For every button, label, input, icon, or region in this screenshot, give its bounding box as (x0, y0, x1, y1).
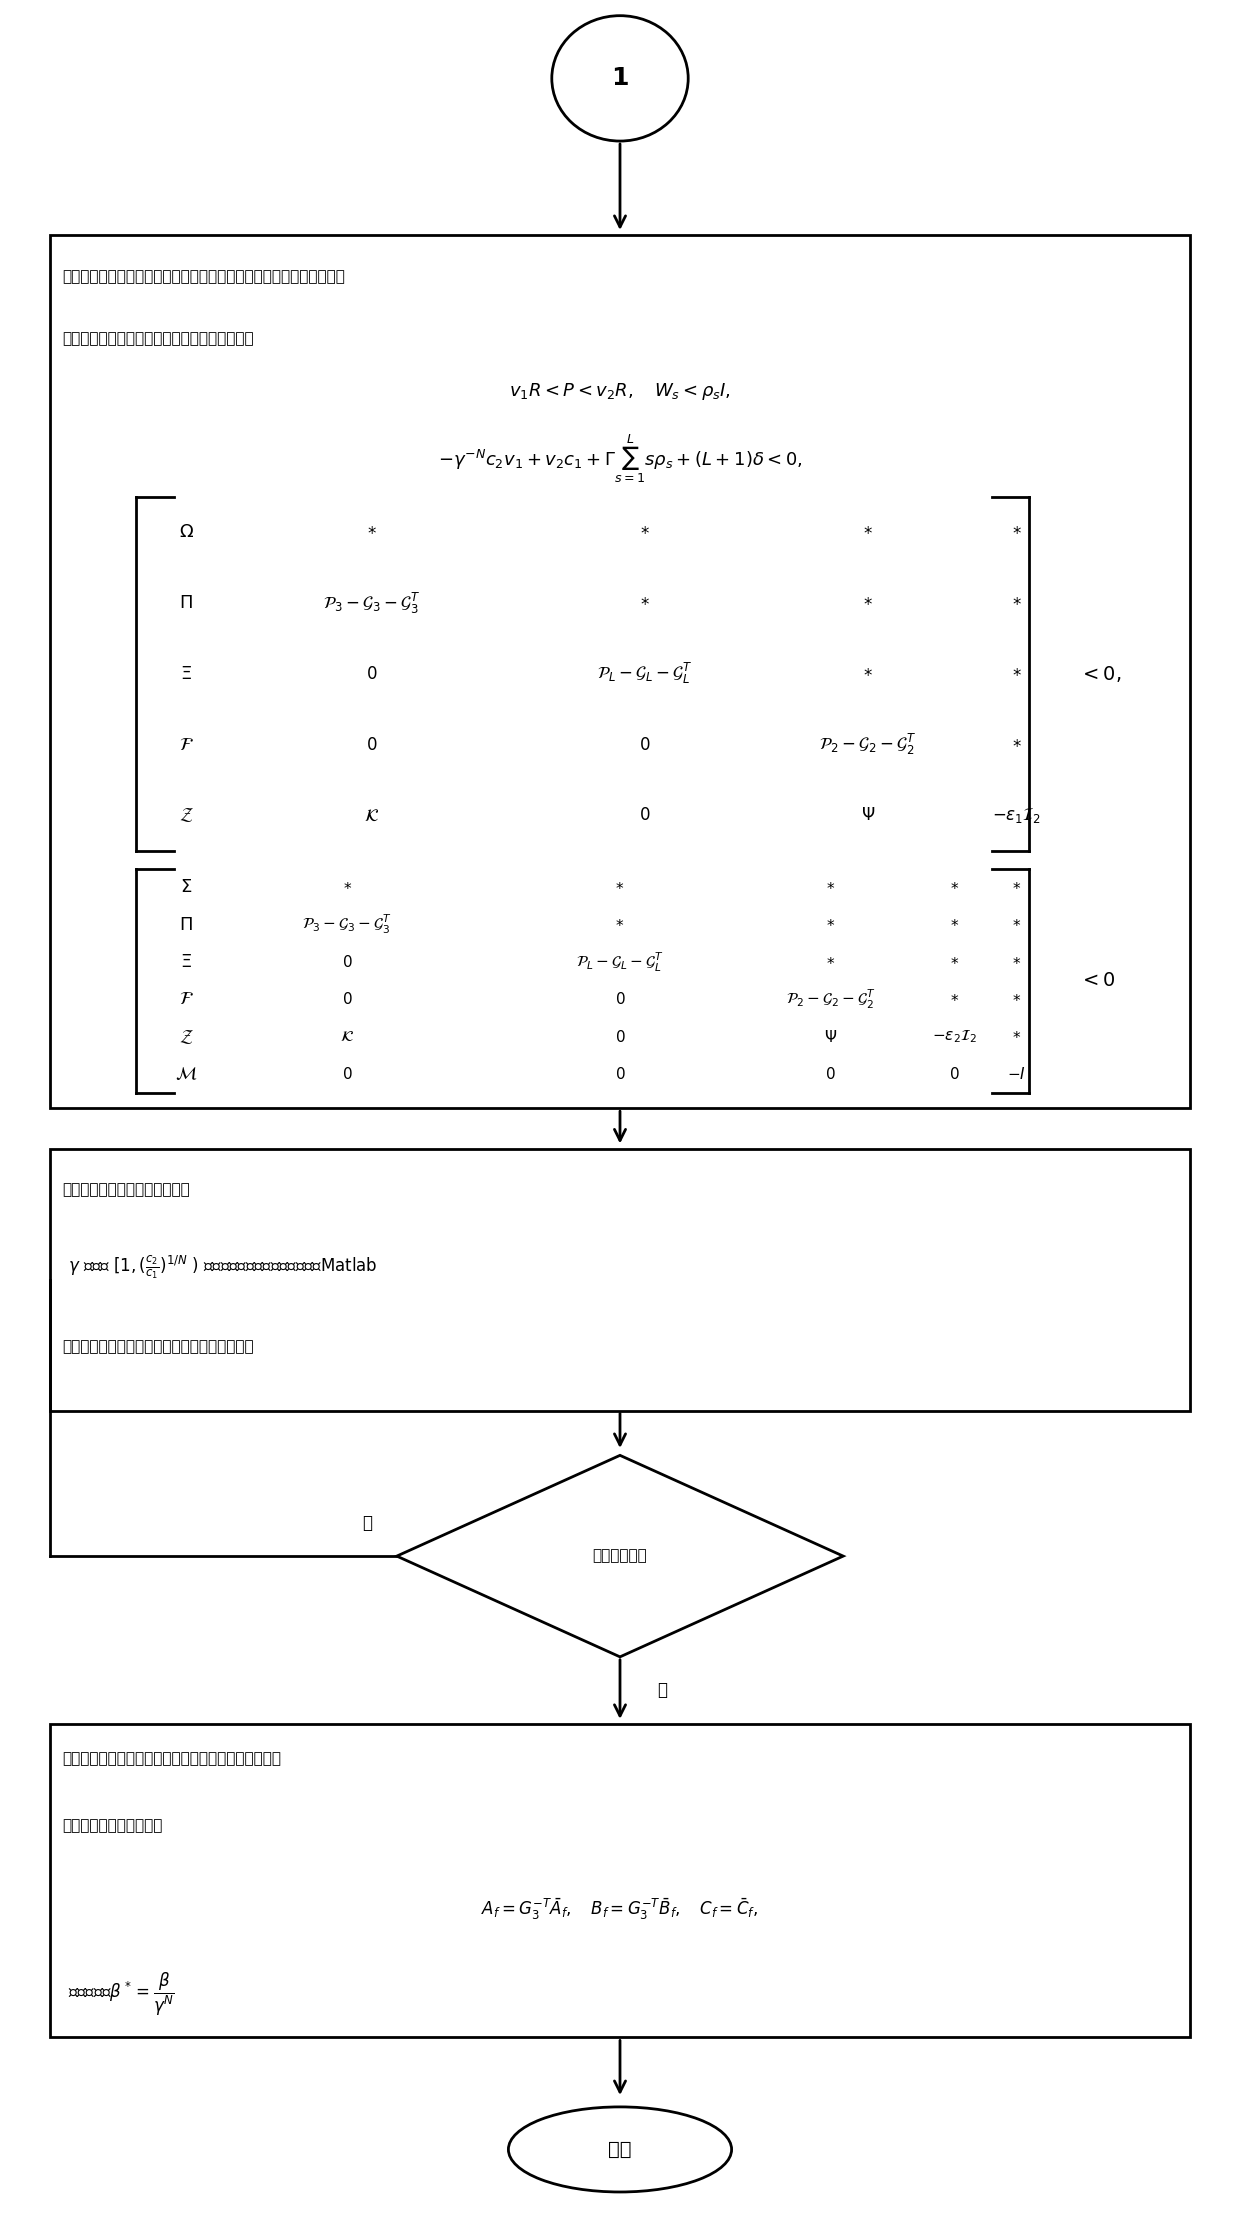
Text: $\Xi$: $\Xi$ (180, 954, 192, 972)
Text: 存在滤波器使得滤波误差系统有限时间随机有界和指数: 存在滤波器使得滤波误差系统有限时间随机有界和指数 (62, 1751, 281, 1767)
Text: 耗散，且滤波器参数为：: 耗散，且滤波器参数为： (62, 1818, 162, 1834)
Text: $*$: $*$ (950, 954, 960, 969)
Text: $< 0,$: $< 0,$ (1079, 665, 1121, 683)
Text: $\mathcal{P}_2 - \mathcal{G}_2 - \mathcal{G}_2^T$: $\mathcal{P}_2 - \mathcal{G}_2 - \mathca… (820, 732, 916, 757)
Text: $*$: $*$ (615, 880, 625, 896)
Text: $*$: $*$ (1012, 1030, 1022, 1043)
Text: $0$: $0$ (615, 1028, 625, 1046)
Text: $\Pi$: $\Pi$ (179, 593, 193, 611)
Text: $\mathcal{M}$: $\mathcal{M}$ (175, 1066, 197, 1084)
Text: $*$: $*$ (1012, 880, 1022, 896)
Text: 结束: 结束 (609, 2140, 631, 2158)
Text: $-\varepsilon_2 \mathcal{I}_2$: $-\varepsilon_2 \mathcal{I}_2$ (932, 1028, 977, 1046)
Text: $*$: $*$ (1012, 918, 1022, 931)
Text: 1: 1 (611, 67, 629, 90)
Text: $*$: $*$ (863, 665, 873, 683)
Ellipse shape (552, 16, 688, 141)
Text: $\gamma$ 在区间 $[1, (\frac{c_2}{c_1})^{1/N}$ ) 以固定的步长进行搜索，并借助Matlab: $\gamma$ 在区间 $[1, (\frac{c_2}{c_1})^{1/N… (68, 1254, 378, 1281)
Text: $\mathcal{F}$: $\mathcal{F}$ (179, 990, 193, 1008)
Text: $< 0$: $< 0$ (1079, 972, 1116, 990)
Text: $*$: $*$ (826, 918, 836, 931)
Text: 耗散率为：$\beta^* = \dfrac{\beta}{\gamma^N}$: 耗散率为：$\beta^* = \dfrac{\beta}{\gamma^N}$ (68, 1970, 175, 2017)
Text: $\mathcal{F}$: $\mathcal{F}$ (179, 737, 193, 755)
Text: $0$: $0$ (366, 737, 378, 755)
Text: $*$: $*$ (640, 593, 650, 611)
Text: $\mathcal{P}_3 - \mathcal{G}_3 - \mathcal{G}_3^T$: $\mathcal{P}_3 - \mathcal{G}_3 - \mathca… (324, 591, 420, 616)
Text: $\mathcal{K}$: $\mathcal{K}$ (365, 806, 379, 824)
Text: $\Xi$: $\Xi$ (180, 665, 192, 683)
Text: $*$: $*$ (1012, 524, 1022, 542)
Text: $0$: $0$ (342, 1066, 352, 1081)
FancyBboxPatch shape (50, 235, 1190, 1108)
Text: $\mathcal{P}_L - \mathcal{G}_L - \mathcal{G}_L^T$: $\mathcal{P}_L - \mathcal{G}_L - \mathca… (577, 949, 663, 974)
Text: 求解上述矩阵不等式充分条件：: 求解上述矩阵不等式充分条件： (62, 1182, 190, 1198)
Text: $*$: $*$ (1012, 954, 1022, 969)
Text: 否: 否 (362, 1514, 372, 1531)
FancyBboxPatch shape (50, 1149, 1190, 1411)
Text: $\mathcal{P}_L - \mathcal{G}_L - \mathcal{G}_L^T$: $\mathcal{P}_L - \mathcal{G}_L - \mathca… (596, 661, 693, 687)
Text: $\Sigma$: $\Sigma$ (180, 878, 192, 896)
Polygon shape (397, 1455, 843, 1657)
Text: $*$: $*$ (1012, 737, 1022, 755)
Text: $*$: $*$ (826, 880, 836, 896)
Ellipse shape (508, 2107, 732, 2192)
Text: $0$: $0$ (342, 992, 352, 1008)
Text: $*$: $*$ (950, 918, 960, 931)
Text: $*$: $*$ (863, 593, 873, 611)
Text: $v_1 R < P < v_2 R, \quad W_s < \rho_s I,$: $v_1 R < P < v_2 R, \quad W_s < \rho_s I… (510, 381, 730, 403)
Text: $A_f = G_3^{-T}\bar{A}_f, \quad B_f = G_3^{-T}\bar{B}_f, \quad C_f = \bar{C}_f,$: $A_f = G_3^{-T}\bar{A}_f, \quad B_f = G_… (481, 1896, 759, 1921)
Text: $0$: $0$ (366, 665, 378, 683)
Text: $*$: $*$ (950, 992, 960, 1008)
Text: $\Omega$: $\Omega$ (179, 524, 193, 542)
Text: $0$: $0$ (826, 1066, 836, 1081)
Text: $*$: $*$ (640, 524, 650, 542)
Text: $*$: $*$ (826, 954, 836, 969)
Text: $-\gamma^{-N} c_2 v_1 + v_2 c_1 + \Gamma \sum_{s=1}^{L} s\rho_s + (L+1)\delta < : $-\gamma^{-N} c_2 v_1 + v_2 c_1 + \Gamma… (438, 432, 802, 486)
Text: $0$: $0$ (615, 1066, 625, 1081)
Text: 是否有可行解: 是否有可行解 (593, 1549, 647, 1563)
Text: $*$: $*$ (615, 918, 625, 931)
Text: $0$: $0$ (639, 806, 651, 824)
Text: 对滤波误差系统进行有限时间有界性和耗散性分析，得到满足设计要求: 对滤波误差系统进行有限时间有界性和耗散性分析，得到满足设计要求 (62, 269, 345, 284)
Text: $0$: $0$ (639, 737, 651, 755)
Text: $\mathcal{P}_3 - \mathcal{G}_3 - \mathcal{G}_3^T$: $\mathcal{P}_3 - \mathcal{G}_3 - \mathca… (303, 914, 392, 936)
Text: $\mathcal{Z}$: $\mathcal{Z}$ (179, 1028, 193, 1046)
Text: $\mathcal{K}$: $\mathcal{K}$ (340, 1030, 355, 1043)
Text: $*$: $*$ (950, 880, 960, 896)
Text: $\Pi$: $\Pi$ (179, 916, 193, 934)
Text: $\mathcal{P}_2 - \mathcal{G}_2 - \mathcal{G}_2^T$: $\mathcal{P}_2 - \mathcal{G}_2 - \mathca… (786, 987, 875, 1012)
Text: $*$: $*$ (1012, 665, 1022, 683)
Text: $\Psi$: $\Psi$ (825, 1028, 837, 1046)
Text: $*$: $*$ (1012, 593, 1022, 611)
Text: $-I$: $-I$ (1007, 1066, 1027, 1081)
Text: $0$: $0$ (342, 954, 352, 969)
Text: $-\varepsilon_1 \mathcal{I}_2$: $-\varepsilon_1 \mathcal{I}_2$ (992, 806, 1042, 824)
Text: $*$: $*$ (342, 880, 352, 896)
Text: $\Psi$: $\Psi$ (861, 806, 875, 824)
FancyBboxPatch shape (50, 1724, 1190, 2037)
Text: $0$: $0$ (615, 992, 625, 1008)
Text: $*$: $*$ (367, 524, 377, 542)
Text: $0$: $0$ (950, 1066, 960, 1081)
Text: $*$: $*$ (1012, 992, 1022, 1008)
Text: 的线性矩阵不等式求解工具对上述条件进行求解: 的线性矩阵不等式求解工具对上述条件进行求解 (62, 1339, 254, 1355)
Text: 的有限时间耗散滤波器存在的不等式充分条件：: 的有限时间耗散滤波器存在的不等式充分条件： (62, 331, 254, 347)
Text: $\mathcal{Z}$: $\mathcal{Z}$ (179, 806, 193, 824)
Text: 是: 是 (657, 1681, 667, 1699)
Text: $*$: $*$ (863, 524, 873, 542)
